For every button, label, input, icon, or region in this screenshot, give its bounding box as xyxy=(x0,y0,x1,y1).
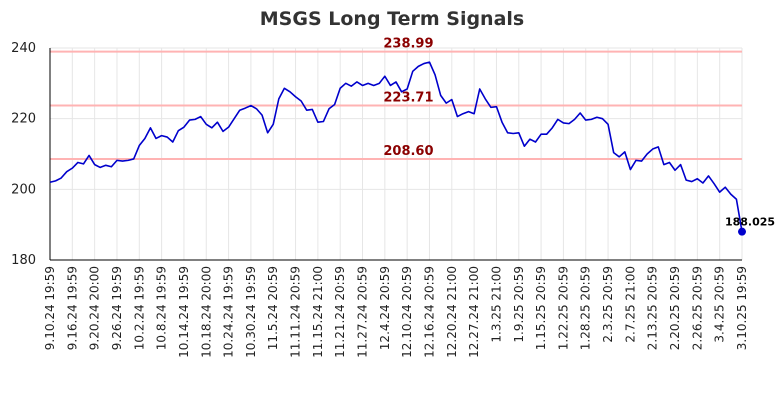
x-tick-label: 2.3.25 20:59 xyxy=(601,266,615,343)
x-tick-label: 2.13.25 20:59 xyxy=(646,266,660,350)
series-layer xyxy=(49,61,746,236)
x-tick-label: 9.10.24 19:59 xyxy=(43,266,57,350)
x-tick-label: 3.4.25 20:59 xyxy=(713,266,727,343)
x-tick-label: 12.20.24 21:00 xyxy=(445,266,459,358)
y-tick-label: 180 xyxy=(11,253,36,268)
x-tick-label: 9.26.24 19:59 xyxy=(110,266,124,350)
x-tick-label: 9.16.24 19:59 xyxy=(65,266,79,350)
x-tick-label: 12.27.24 21:00 xyxy=(467,266,481,358)
grid xyxy=(49,47,743,261)
x-tick-label: 1.15.25 20:59 xyxy=(534,266,548,350)
y-tick-label: 220 xyxy=(11,112,36,127)
x-tick-label: 11.11.24 20:59 xyxy=(289,266,303,358)
x-tick-label: 1.3.25 21:00 xyxy=(489,266,503,343)
x-tick-label: 3.10.25 19:59 xyxy=(735,266,749,350)
x-tick-label: 10.2.24 19:59 xyxy=(132,266,146,350)
x-tick-label: 11.15.24 21:00 xyxy=(311,266,325,358)
x-tick-label: 10.18.24 20:00 xyxy=(199,266,213,358)
x-tick-label: 10.8.24 19:59 xyxy=(155,266,169,350)
signal-label: 223.71 xyxy=(383,91,433,106)
x-tick-label: 10.30.24 19:59 xyxy=(244,266,258,358)
x-tick-label: 1.9.25 20:59 xyxy=(512,266,526,343)
x-tick-label: 10.14.24 19:59 xyxy=(177,266,191,358)
y-tick-label: 240 xyxy=(11,41,36,56)
x-tick-label: 1.22.25 20:59 xyxy=(556,266,570,350)
last-point-marker xyxy=(738,227,746,236)
axes: 180 200 220 240 9.10.24 19:59 9.16.24 19:59 9.… xyxy=(11,41,749,358)
x-tick-label: 2.7.25 21:00 xyxy=(623,266,637,343)
y-tick-label: 200 xyxy=(11,182,36,197)
x-tick-label: 1.28.25 20:59 xyxy=(579,266,593,350)
price-line xyxy=(49,61,743,232)
signal-label: 238.99 xyxy=(383,37,433,52)
chart-title: MSGS Long Term Signals xyxy=(260,8,524,30)
x-tick-label: 11.27.24 20:59 xyxy=(356,266,370,358)
x-tick-label: 11.21.24 20:59 xyxy=(333,266,347,358)
x-tick-label: 2.20.25 20:59 xyxy=(668,266,682,350)
x-tick-label: 12.4.24 20:59 xyxy=(378,266,392,350)
x-tick-label: 2.26.25 20:59 xyxy=(690,266,704,350)
labels-layer: 238.99 223.71 208.60 188.025 xyxy=(383,37,775,229)
x-tick-label: 12.10.24 20:59 xyxy=(400,266,414,358)
x-tick-label: 9.20.24 20:00 xyxy=(88,266,102,350)
x-tick-label: 12.16.24 20:59 xyxy=(422,266,436,358)
last-value-label: 188.025 xyxy=(725,216,775,229)
signal-label: 208.60 xyxy=(383,144,433,159)
x-tick-label: 10.24.24 19:59 xyxy=(222,266,236,358)
x-tick-label: 11.5.24 20:59 xyxy=(266,266,280,350)
